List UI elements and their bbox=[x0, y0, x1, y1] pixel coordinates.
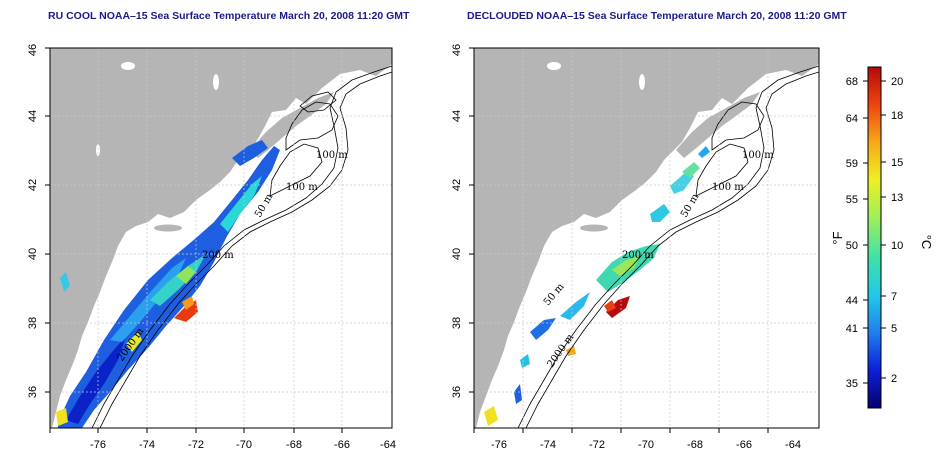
left-lon-tick-label: -74 bbox=[139, 439, 155, 451]
left-lon-tick-label: -70 bbox=[236, 439, 252, 451]
left-lon-tick-label: -76 bbox=[90, 439, 106, 451]
colorbar-celsius-tick: 15 bbox=[891, 157, 903, 169]
right-map-frame bbox=[473, 47, 820, 429]
right-isobath-label: 200 m bbox=[622, 250, 654, 261]
colorbar-fahrenheit-tick: 41 bbox=[846, 323, 858, 335]
colorbar-celsius-tick: 7 bbox=[891, 291, 897, 303]
left-isobath-label: 100 m bbox=[316, 150, 348, 161]
left-lon-tick-marks bbox=[45, 47, 343, 433]
left-map-title: RU COOL NOAA–15 Sea Surface Temperature … bbox=[48, 10, 410, 22]
left-gridlines bbox=[50, 48, 392, 428]
right-long-island bbox=[580, 224, 608, 232]
right-lon-tick-label: -74 bbox=[540, 439, 556, 451]
right-isobath-label: 100 m bbox=[712, 182, 744, 193]
colorbar-gradient bbox=[867, 66, 882, 409]
left-lat-tick-label: 36 bbox=[27, 386, 39, 398]
colorbar-fahrenheit-tick: 55 bbox=[846, 194, 858, 206]
left-lon-tick-label: -66 bbox=[334, 439, 350, 451]
temperature-colorbar: 68 64 59 55 50 44 41 35 20 18 15 13 10 7… bbox=[830, 66, 934, 409]
colorbar-fahrenheit-tick: 50 bbox=[846, 240, 858, 252]
left-lon-tick-label: -68 bbox=[286, 439, 302, 451]
colorbar-celsius-tick: 2 bbox=[891, 373, 897, 385]
right-lon-tick-label: -72 bbox=[589, 439, 605, 451]
right-lat-tick-label: 36 bbox=[451, 386, 463, 398]
colorbar-fahrenheit-label: °F bbox=[830, 231, 845, 244]
left-long-island bbox=[154, 224, 182, 232]
colorbar-celsius-label: °C bbox=[919, 235, 934, 250]
colorbar-celsius-tick: 5 bbox=[891, 323, 897, 335]
colorbar-celsius-tick: 10 bbox=[891, 240, 903, 252]
left-isobath-label: 200 m bbox=[202, 250, 234, 261]
right-sst-data bbox=[484, 146, 710, 426]
colorbar-fahrenheit-tick: 68 bbox=[846, 76, 858, 88]
right-lon-tick-label: -64 bbox=[785, 439, 801, 451]
colorbar-fahrenheit-tick: 64 bbox=[846, 113, 858, 125]
right-lat-tick-label: 38 bbox=[451, 317, 463, 329]
left-lake bbox=[121, 62, 135, 70]
colorbar-celsius-tick: 20 bbox=[891, 76, 903, 88]
right-lake bbox=[547, 62, 561, 70]
left-map-panel: 100 m 100 m 50 m 200 m 2000 m -76 -74 -7… bbox=[27, 44, 396, 451]
colorbar-fahrenheit-tick: 35 bbox=[846, 378, 858, 390]
left-isobath-label: 100 m bbox=[286, 182, 318, 193]
right-lon-tick-label: -66 bbox=[736, 439, 752, 451]
right-lon-tick-label: -70 bbox=[638, 439, 654, 451]
right-land-mass bbox=[474, 48, 819, 428]
left-isobaths bbox=[91, 65, 392, 428]
right-lon-tick-label: -68 bbox=[687, 439, 703, 451]
left-lat-tick-label: 38 bbox=[27, 317, 39, 329]
left-lat-tick-label: 44 bbox=[27, 110, 39, 122]
left-lat-tick-label: 42 bbox=[27, 179, 39, 191]
right-map-title: DECLOUDED NOAA–15 Sea Surface Temperatur… bbox=[467, 10, 847, 22]
right-lat-tick-label: 46 bbox=[451, 44, 463, 56]
left-lon-tick-label: -72 bbox=[188, 439, 204, 451]
colorbar-tick-marks bbox=[863, 80, 886, 384]
colorbar-celsius-tick: 13 bbox=[891, 192, 903, 204]
right-lake bbox=[639, 74, 645, 90]
left-lat-tick-label: 46 bbox=[27, 44, 39, 56]
left-land-mass bbox=[50, 48, 392, 428]
left-map-frame bbox=[49, 47, 393, 429]
right-map-panel: 100 m 100 m 50 m 200 m 50 m 2000 m -76 -… bbox=[451, 44, 820, 451]
right-isobaths bbox=[517, 65, 819, 428]
right-lon-tick-label: -76 bbox=[491, 439, 507, 451]
colorbar-fahrenheit-tick: 59 bbox=[846, 158, 858, 170]
right-lat-tick-label: 40 bbox=[451, 248, 463, 260]
left-lon-tick-label: -64 bbox=[380, 439, 396, 451]
colorbar-celsius-tick: 18 bbox=[891, 110, 903, 122]
left-lake bbox=[213, 74, 219, 90]
right-lat-tick-label: 44 bbox=[451, 110, 463, 122]
left-lat-tick-label: 40 bbox=[27, 248, 39, 260]
right-lat-tick-label: 42 bbox=[451, 179, 463, 191]
left-sst-data bbox=[56, 140, 280, 428]
right-gridlines bbox=[474, 48, 819, 428]
right-isobath-label: 100 m bbox=[742, 150, 774, 161]
colorbar-fahrenheit-tick: 44 bbox=[846, 295, 858, 307]
right-tick-marks bbox=[469, 47, 769, 433]
